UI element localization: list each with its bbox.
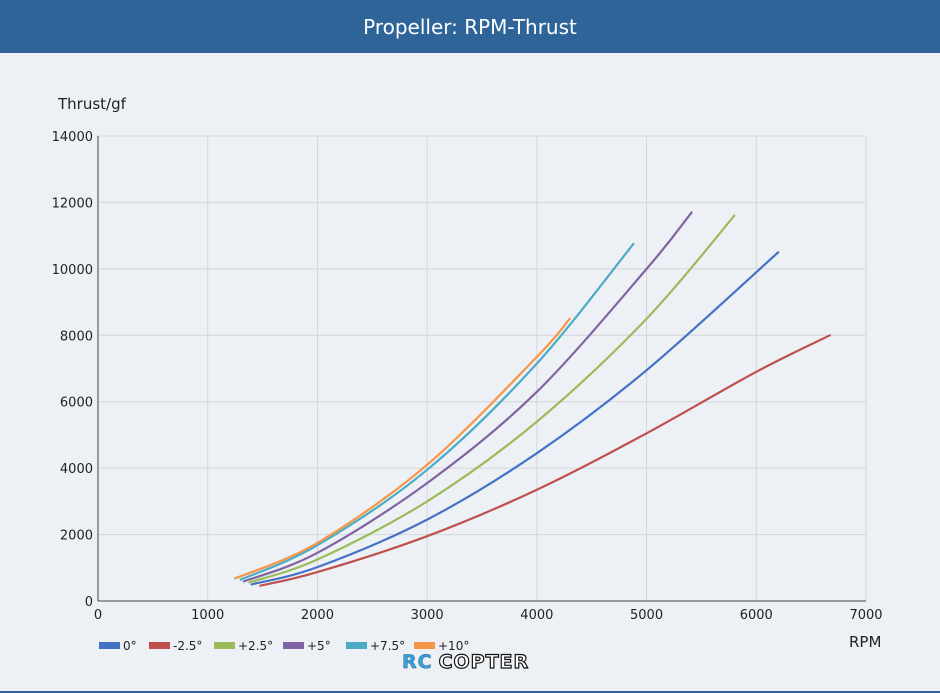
y-tick-label: 14000 <box>52 130 93 145</box>
y-tick-label: 0 <box>85 595 93 610</box>
series-line-0 <box>250 251 780 586</box>
x-tick-label: 7000 <box>849 608 882 623</box>
legend-swatch-5 <box>414 642 435 649</box>
x-tick-label: 3000 <box>411 608 444 623</box>
legend-label-4: +7.5° <box>370 639 405 653</box>
y-axis-label: Thrust/gf <box>57 95 127 113</box>
rc-copter-watermark: RC COPTER <box>402 650 529 674</box>
watermark-rc: RC <box>402 651 433 674</box>
legend-label-2: +2.5° <box>238 639 273 653</box>
y-tick-label: 12000 <box>52 196 93 211</box>
plot-area <box>98 136 866 601</box>
series-line-5 <box>234 317 571 580</box>
series-line-3 <box>242 211 693 583</box>
x-tick-label: 5000 <box>630 608 663 623</box>
series-line-4 <box>239 242 635 581</box>
legend-label-5: +10° <box>438 639 469 653</box>
y-tick-label: 8000 <box>60 329 93 344</box>
x-tick-label: 2000 <box>301 608 334 623</box>
legend-label-0: 0° <box>123 639 137 653</box>
legend-label-1: -2.5° <box>173 639 202 653</box>
chart-title-bar: Propeller: RPM-Thrust <box>0 0 940 53</box>
legend-swatch-0 <box>99 642 120 649</box>
x-axis-label: RPM <box>849 633 881 651</box>
chart-title: Propeller: RPM-Thrust <box>363 14 577 39</box>
y-tick-label: 2000 <box>60 529 93 544</box>
bottom-border <box>0 691 940 693</box>
y-tick-label: 4000 <box>60 462 93 477</box>
series-line-1 <box>259 334 831 587</box>
series-line-2 <box>248 214 736 584</box>
legend-swatch-2 <box>214 642 235 649</box>
legend-swatch-1 <box>149 642 170 649</box>
y-tick-label: 10000 <box>52 263 93 278</box>
x-tick-label: 0 <box>94 608 102 623</box>
x-tick-label: 4000 <box>520 608 553 623</box>
legend-swatch-3 <box>283 642 304 649</box>
x-tick-label: 1000 <box>191 608 224 623</box>
legend-label-3: +5° <box>307 639 331 653</box>
x-tick-label: 6000 <box>740 608 773 623</box>
y-tick-label: 6000 <box>60 396 93 411</box>
watermark-copter: COPTER <box>438 650 530 673</box>
legend-swatch-4 <box>346 642 367 649</box>
